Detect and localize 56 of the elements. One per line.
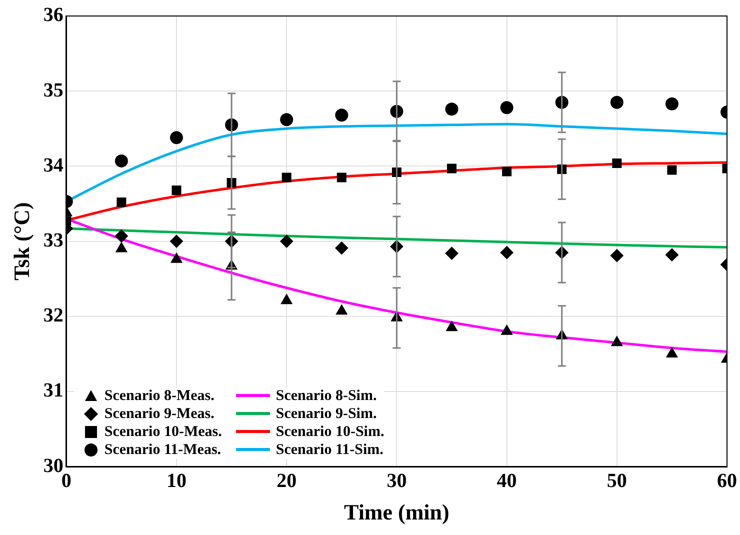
point	[170, 234, 183, 248]
y-tick-label: 33	[43, 229, 64, 252]
point	[114, 154, 128, 168]
point	[445, 102, 458, 116]
legend-label: Scenario 8-Sim.	[276, 388, 377, 405]
point	[610, 96, 624, 109]
point	[335, 242, 348, 255]
point	[665, 248, 678, 262]
legend-label: Scenario 11-Meas.	[104, 442, 222, 459]
legend-label: Scenario 11-Sim.	[276, 442, 384, 459]
point	[446, 321, 458, 332]
point	[335, 108, 348, 122]
point	[114, 230, 128, 243]
x-tick-label: 10	[166, 470, 186, 492]
y-tick-label: 35	[43, 79, 64, 102]
legend-label: Scenario 9-Meas.	[104, 406, 214, 423]
point	[280, 113, 294, 126]
point	[170, 131, 183, 144]
point	[116, 242, 128, 252]
y-tick-label: 34	[43, 154, 64, 176]
y-tick-label: 31	[43, 380, 64, 402]
y-tick-label: 30	[43, 454, 64, 477]
point	[280, 294, 292, 304]
x-axis-title: Time (min)	[344, 499, 450, 524]
point	[502, 166, 512, 176]
legend-label: Scenario 8-Meas.	[104, 388, 214, 405]
point	[666, 347, 678, 358]
point	[282, 172, 292, 182]
legend-label: Scenario 9-Sim.	[276, 406, 377, 423]
point	[500, 246, 514, 260]
point	[610, 249, 624, 262]
x-tick-label: 20	[276, 470, 297, 492]
y-tick-label: 36	[43, 4, 64, 26]
x-tick-label: 60	[717, 470, 737, 492]
x-tick-label: 40	[496, 470, 517, 492]
point	[280, 234, 294, 248]
point	[336, 304, 348, 315]
point	[501, 324, 512, 335]
x-tick-label: 50	[606, 470, 627, 492]
point	[116, 198, 126, 207]
point	[612, 158, 622, 168]
point	[667, 165, 677, 175]
point	[665, 97, 678, 110]
legend-label: Scenario 10-Meas.	[104, 424, 222, 441]
x-tick-label: 30	[386, 470, 407, 492]
point	[611, 336, 623, 346]
point	[500, 101, 514, 114]
point	[445, 246, 458, 260]
y-tick-label: 32	[43, 304, 64, 327]
point	[336, 172, 346, 182]
point	[172, 185, 182, 195]
x-tick-label: 0	[61, 470, 72, 492]
point	[447, 164, 456, 174]
point	[170, 252, 182, 263]
y-axis-title: Tsk (°C)	[8, 202, 34, 280]
legend-label: Scenario 10-Sim.	[276, 424, 384, 441]
